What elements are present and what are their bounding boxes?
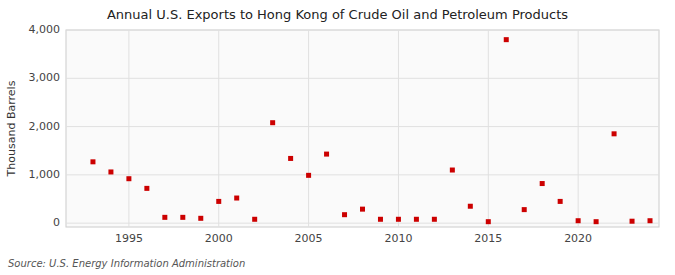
point [378,217,383,222]
y-grid-line [66,78,659,79]
y-grid-line [66,126,659,127]
x-grid-line [578,30,579,227]
x-tick-label: 2010 [384,232,412,245]
point [468,204,473,209]
point [162,215,167,220]
x-tick-label: 1995 [115,232,143,245]
axes: 0 1,000 2,000 3,000 4,000 1995 2000 2005 2010 201… [29,23,593,245]
point [612,131,617,136]
point [594,219,599,224]
y-tick-label: 1,000 [29,168,61,181]
grid [66,30,659,227]
point [306,173,311,178]
point [360,207,365,212]
chart-svg: 0 1,000 2,000 3,000 4,000 1995 2000 2005 2010 201… [0,0,675,275]
point [144,186,149,191]
point [648,218,653,223]
point [90,159,95,164]
point [396,217,401,222]
x-tick-label: 2020 [564,232,592,245]
point [126,176,131,181]
point [108,169,113,174]
y-tick-label: 2,000 [29,120,61,133]
y-grid-line [66,174,659,175]
point [252,217,257,222]
x-grid-line [488,30,489,227]
x-grid-line [398,30,399,227]
plot-frame [66,30,659,227]
point [522,207,527,212]
point [198,216,203,221]
point [324,152,329,157]
y-tick-label: 4,000 [29,23,61,36]
y-axis-label: Thousand Barrels [5,80,18,177]
point [558,199,563,204]
y-tick-label: 3,000 [29,71,61,84]
chart-title: Annual U.S. Exports to Hong Kong of Crud… [107,7,568,22]
x-tick-label: 2005 [295,232,323,245]
y-tick-label: 0 [53,216,60,229]
source-note: Source: U.S. Energy Information Administ… [8,258,245,269]
points [90,37,652,224]
y-grid-line [66,30,659,31]
point [414,217,419,222]
point [288,156,293,161]
x-tick-label: 2015 [474,232,502,245]
point [216,199,221,204]
point [342,212,347,217]
x-grid-line [218,30,219,227]
point [180,215,185,220]
x-tick-label: 2000 [205,232,233,245]
point [270,120,275,125]
point [450,168,455,173]
point [540,181,545,186]
x-grid-line [308,30,309,227]
point [432,217,437,222]
point [234,196,239,201]
y-grid-line [66,223,659,224]
chart-container: 0 1,000 2,000 3,000 4,000 1995 2000 2005 2010 201… [0,0,675,275]
point [504,37,509,42]
point [630,219,635,224]
point [486,219,491,224]
point [576,218,581,223]
x-grid-line [128,30,129,227]
